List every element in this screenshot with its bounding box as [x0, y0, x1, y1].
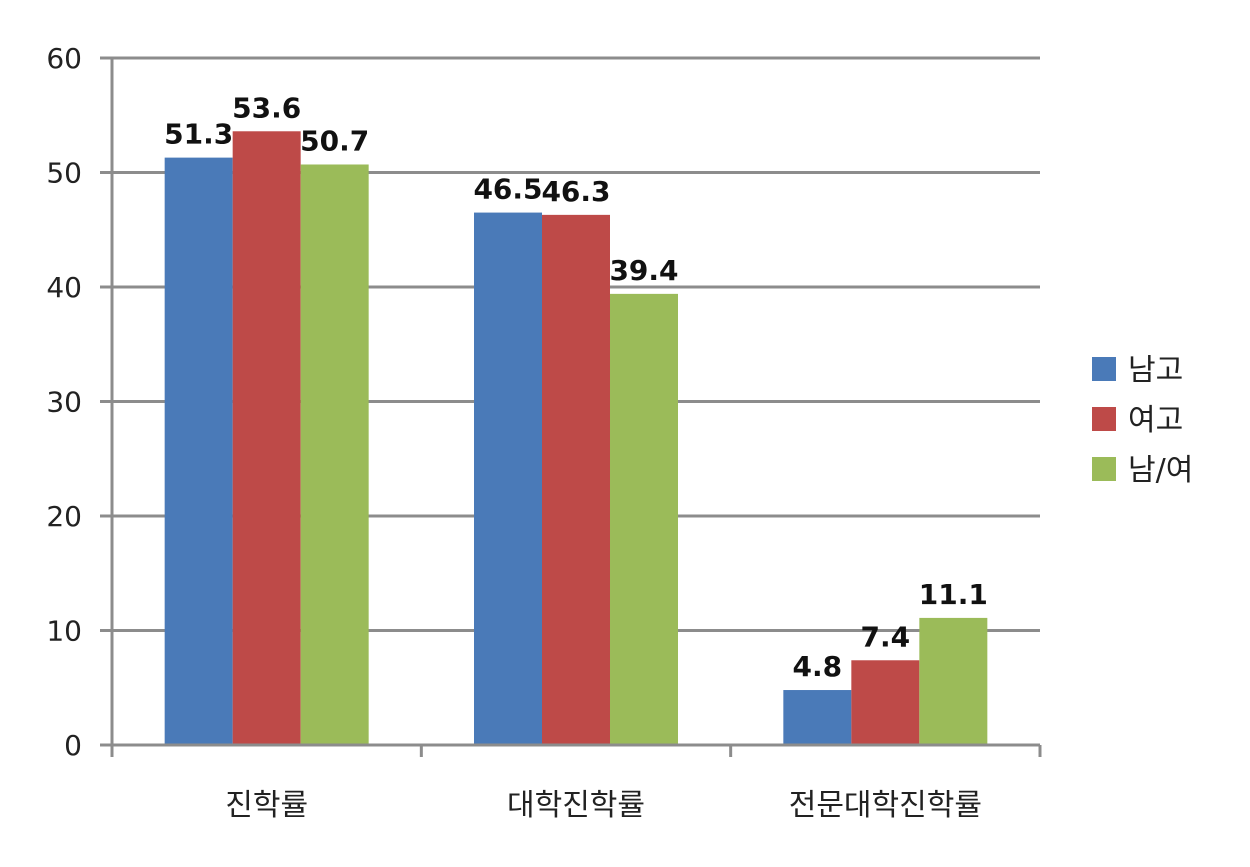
bar-1-2	[474, 212, 542, 745]
bar-1-3	[783, 690, 852, 745]
data-label: 4.8	[793, 650, 843, 683]
bar-3-3	[919, 617, 988, 745]
axes	[100, 58, 1042, 757]
legend-label-3: 남/여	[1128, 453, 1193, 488]
data-label: 50.7	[300, 124, 369, 157]
bar-2-3	[851, 660, 920, 745]
bar-3-1	[300, 164, 369, 746]
y-tick-label: 0	[64, 729, 82, 762]
legend-label-1: 남고	[1128, 353, 1183, 388]
legend-swatch-3	[1092, 457, 1116, 481]
x-category-label: 전문대학진학률	[789, 788, 982, 823]
data-label: 46.3	[541, 175, 610, 208]
x-category-label: 진학률	[225, 788, 308, 823]
bars	[164, 131, 988, 746]
data-label: 39.4	[609, 254, 678, 287]
legend-swatch-2	[1092, 407, 1116, 431]
x-category-label: 대학진학률	[507, 788, 645, 823]
y-tick-label: 40	[46, 271, 82, 304]
y-axis-ticks: 0 10 20 30 40 50 60	[46, 42, 112, 762]
bar-1-1	[164, 157, 233, 746]
data-label: 46.5	[473, 173, 542, 206]
bar-2-2	[542, 214, 610, 746]
bar-2-1	[232, 131, 301, 745]
data-label: 53.6	[232, 91, 301, 124]
y-tick-label: 50	[46, 157, 82, 190]
data-labels: 51.353.650.7 46.546.3 39.4 4.8 7.411.1	[164, 91, 988, 683]
legend-swatch-1	[1092, 357, 1116, 381]
data-label: 51.3	[164, 118, 233, 151]
y-tick-label: 20	[46, 500, 82, 533]
legend-label-2: 여고	[1128, 403, 1183, 438]
bar-3-2	[610, 293, 678, 745]
x-axis-categories: 진학률 대학진학률 전문대학진학률	[225, 788, 982, 823]
y-tick-label: 60	[46, 42, 82, 75]
y-tick-label: 30	[46, 386, 82, 419]
data-label: 7.4	[861, 620, 911, 653]
data-label: 11.1	[919, 578, 988, 611]
y-tick-label: 10	[46, 615, 82, 648]
